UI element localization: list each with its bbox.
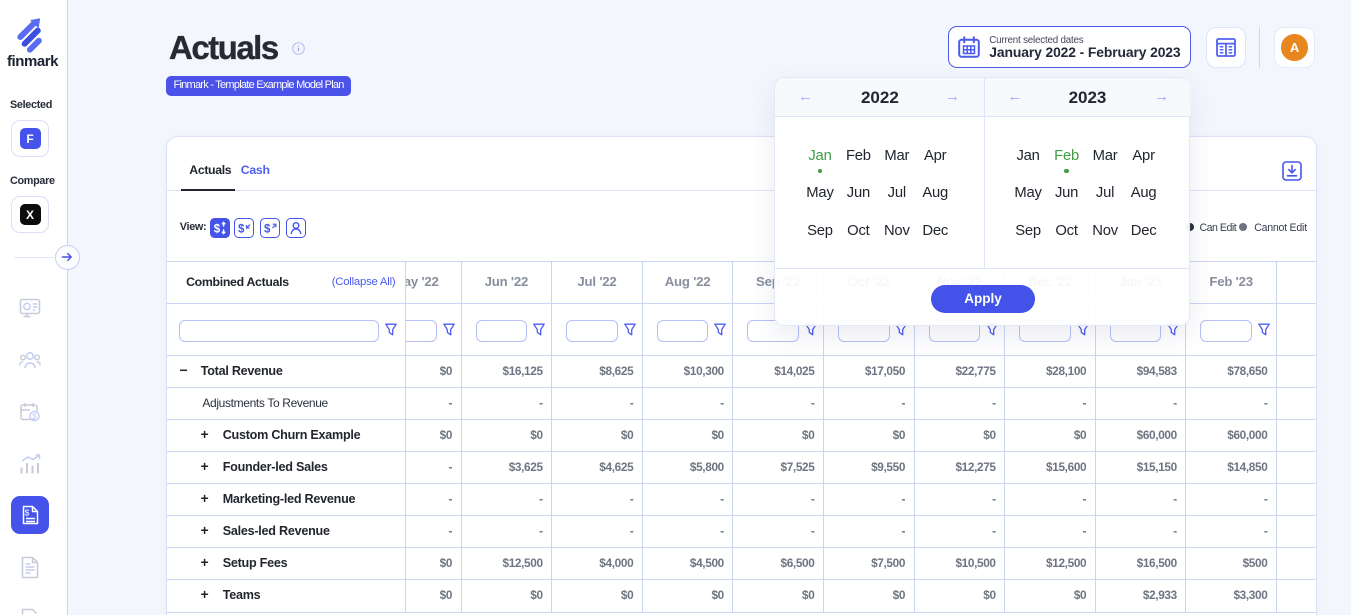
svg-text:$: $ [32,412,37,421]
svg-text:$: $ [238,223,245,235]
svg-text:$: $ [264,223,271,235]
svg-text:$: $ [213,223,220,235]
svg-text:$: $ [25,508,30,518]
